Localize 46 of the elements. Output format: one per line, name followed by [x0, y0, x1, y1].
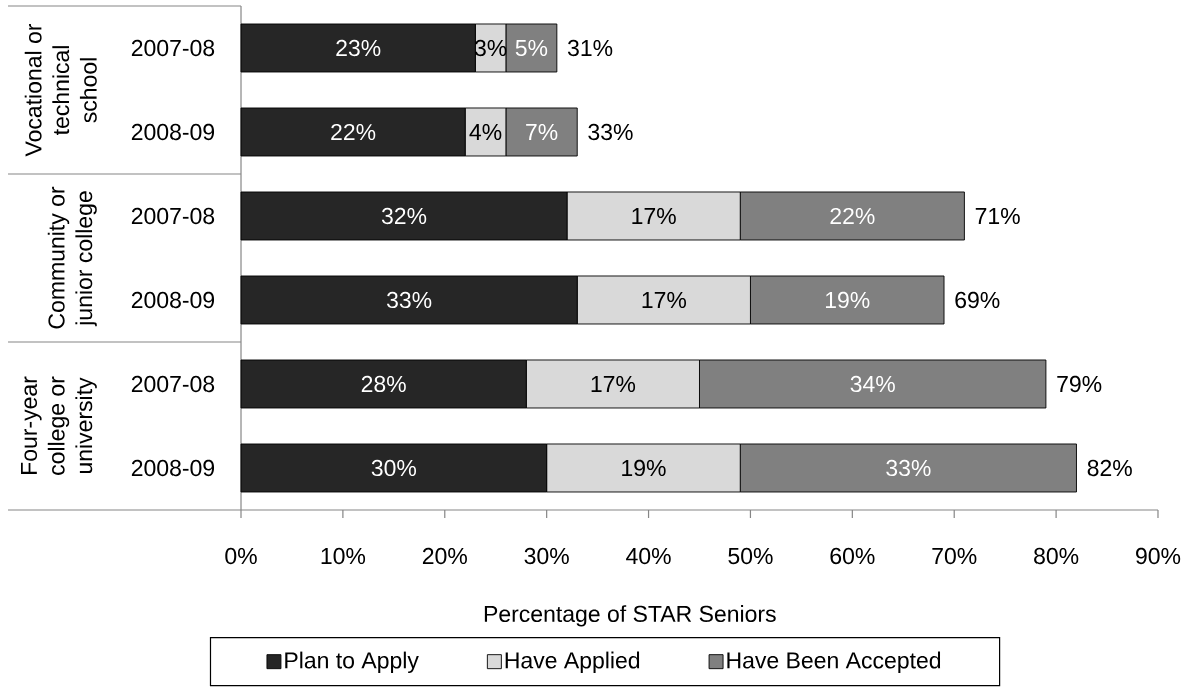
total-label: 71% — [975, 207, 1020, 225]
data-label: 17% — [591, 375, 636, 393]
text: Four-year college or university — [21, 376, 97, 475]
data-label: 33% — [386, 291, 432, 309]
data-label: 19% — [825, 291, 870, 309]
legend-label: Have Been Accepted — [727, 651, 941, 674]
data-label: 17% — [632, 207, 676, 225]
x-tick-label: 30% — [524, 547, 569, 565]
data-label: 28% — [361, 375, 406, 393]
x-tick-label: 0% — [225, 547, 257, 565]
data-label: 33% — [886, 459, 931, 477]
data-label: 34% — [850, 375, 895, 393]
x-tick-label: 50% — [728, 547, 773, 565]
y-tick-label: 2007-08 — [131, 207, 215, 225]
data-label: 19% — [622, 459, 666, 477]
data-label: 5% — [515, 39, 548, 57]
legend-label: Plan to Apply — [285, 651, 419, 674]
text: Vocational or technical school — [24, 23, 97, 157]
data-label: 22% — [331, 123, 376, 141]
x-axis-title: Percentage of STAR Seniors — [484, 605, 776, 627]
text: Community or junior college — [47, 186, 97, 329]
x-tick-label: 80% — [1034, 547, 1079, 565]
total-label: 31% — [567, 39, 613, 57]
data-label: 4% — [469, 123, 502, 141]
y-tick-label: 2008-09 — [131, 123, 215, 141]
y-tick-label: 2008-09 — [131, 291, 215, 309]
data-label: 22% — [830, 207, 875, 225]
x-tick-label: 40% — [626, 547, 671, 565]
y-tick-label: 2007-08 — [131, 375, 215, 393]
total-label: 69% — [955, 291, 1000, 309]
data-label: 30% — [371, 459, 417, 477]
data-label: 32% — [381, 207, 427, 225]
x-tick-label: 20% — [422, 547, 467, 565]
legend-label: Have Applied — [505, 651, 640, 674]
data-label: 23% — [336, 39, 381, 57]
data-label: 17% — [642, 291, 687, 309]
y-tick-label: 2007-08 — [131, 39, 215, 57]
data-label: 7% — [526, 123, 558, 141]
x-tick-label: 90% — [1136, 547, 1181, 565]
x-tick-label: 70% — [932, 547, 977, 565]
y-tick-label: 2008-09 — [131, 459, 215, 477]
x-tick-label: 10% — [321, 547, 366, 565]
total-label: 79% — [1057, 375, 1102, 393]
total-label: 33% — [588, 123, 633, 141]
x-tick-label: 60% — [830, 547, 875, 565]
total-label: 82% — [1087, 459, 1132, 477]
